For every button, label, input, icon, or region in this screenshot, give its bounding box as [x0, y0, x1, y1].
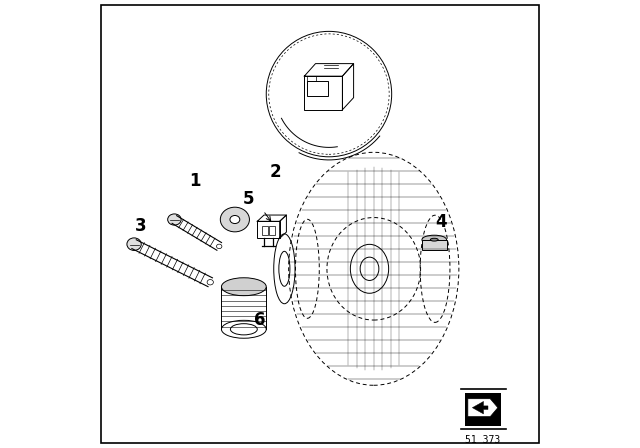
Bar [307, 76, 316, 81]
Bar [262, 226, 268, 235]
Text: 1: 1 [189, 172, 200, 190]
Ellipse shape [230, 215, 240, 224]
Bar [257, 221, 280, 238]
Ellipse shape [221, 278, 266, 296]
Bar [305, 76, 342, 110]
Ellipse shape [221, 320, 266, 338]
Bar [269, 226, 275, 235]
Text: 5: 5 [243, 190, 254, 208]
Text: 2: 2 [269, 164, 281, 181]
Ellipse shape [220, 207, 250, 232]
Text: 4: 4 [435, 213, 447, 231]
Ellipse shape [168, 214, 181, 225]
Polygon shape [468, 399, 498, 417]
Bar [307, 81, 328, 96]
Ellipse shape [422, 235, 447, 244]
Bar [422, 240, 447, 250]
Bar [465, 393, 500, 426]
Ellipse shape [127, 238, 141, 250]
Ellipse shape [430, 238, 438, 241]
Text: 3: 3 [135, 217, 147, 235]
Ellipse shape [230, 323, 257, 335]
Polygon shape [472, 401, 488, 414]
Circle shape [266, 31, 392, 157]
Text: 51 373: 51 373 [465, 435, 500, 444]
Text: 6: 6 [254, 311, 265, 329]
